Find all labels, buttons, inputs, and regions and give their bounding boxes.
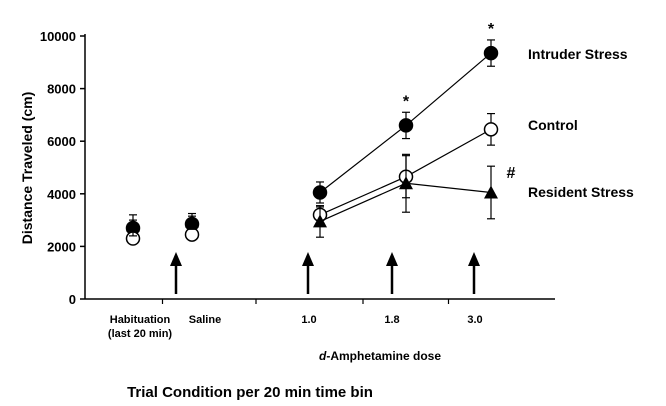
x-tick-label: Saline: [189, 314, 221, 326]
x-tick-label-line: 1.8: [384, 314, 399, 326]
arrow-head: [302, 252, 314, 266]
y-tick-label: 4000: [47, 187, 76, 202]
chart-title: Trial Condition per 20 min time bin: [127, 384, 373, 401]
data-point: [483, 45, 499, 61]
series-label: Resident Stress: [528, 184, 634, 200]
data-point: [126, 218, 140, 232]
series-label: Intruder Stress: [528, 46, 628, 62]
series-label: Control: [528, 117, 578, 133]
annotation: *: [488, 21, 495, 38]
x-tick-label-line: 3.0: [467, 314, 482, 326]
data-point: [313, 214, 327, 228]
x-tick-label-line: (last 20 min): [108, 328, 173, 340]
arrow-head: [468, 252, 480, 266]
x-tick-label: 1.8: [384, 314, 399, 326]
arrow-head: [170, 252, 182, 266]
data-point: [399, 176, 413, 190]
data-point: [184, 227, 200, 242]
arrow-head: [386, 252, 398, 266]
x-tick-label: Habituation (last 20 min): [108, 314, 173, 340]
annotation: *: [403, 93, 410, 110]
y-tick-label: 8000: [47, 82, 76, 97]
y-tick-label: 10000: [40, 29, 76, 44]
y-axis-label: Distance Traveled (cm): [19, 92, 35, 245]
x-axis-label-rest: -Amphetamine dose: [326, 349, 441, 363]
x-axis-label-italic: d: [319, 349, 327, 363]
x-axis-label: d-Amphetamine dose: [319, 349, 441, 363]
x-tick-label: 1.0: [301, 314, 316, 326]
data-point: [483, 122, 499, 137]
y-tick-label: 0: [69, 292, 76, 307]
x-tick-label-line: 1.0: [301, 314, 316, 326]
data-point: [312, 185, 328, 200]
data-point: [185, 214, 199, 228]
annotation: #: [507, 165, 516, 182]
x-tick-label: 3.0: [467, 314, 482, 326]
data-point: [398, 118, 414, 133]
y-tick-label: 6000: [47, 134, 76, 149]
y-tick-label: 2000: [47, 239, 76, 254]
x-tick-label-line: Saline: [189, 314, 221, 326]
x-tick-label-line: Habituation: [110, 314, 171, 326]
data-point: [484, 185, 498, 199]
